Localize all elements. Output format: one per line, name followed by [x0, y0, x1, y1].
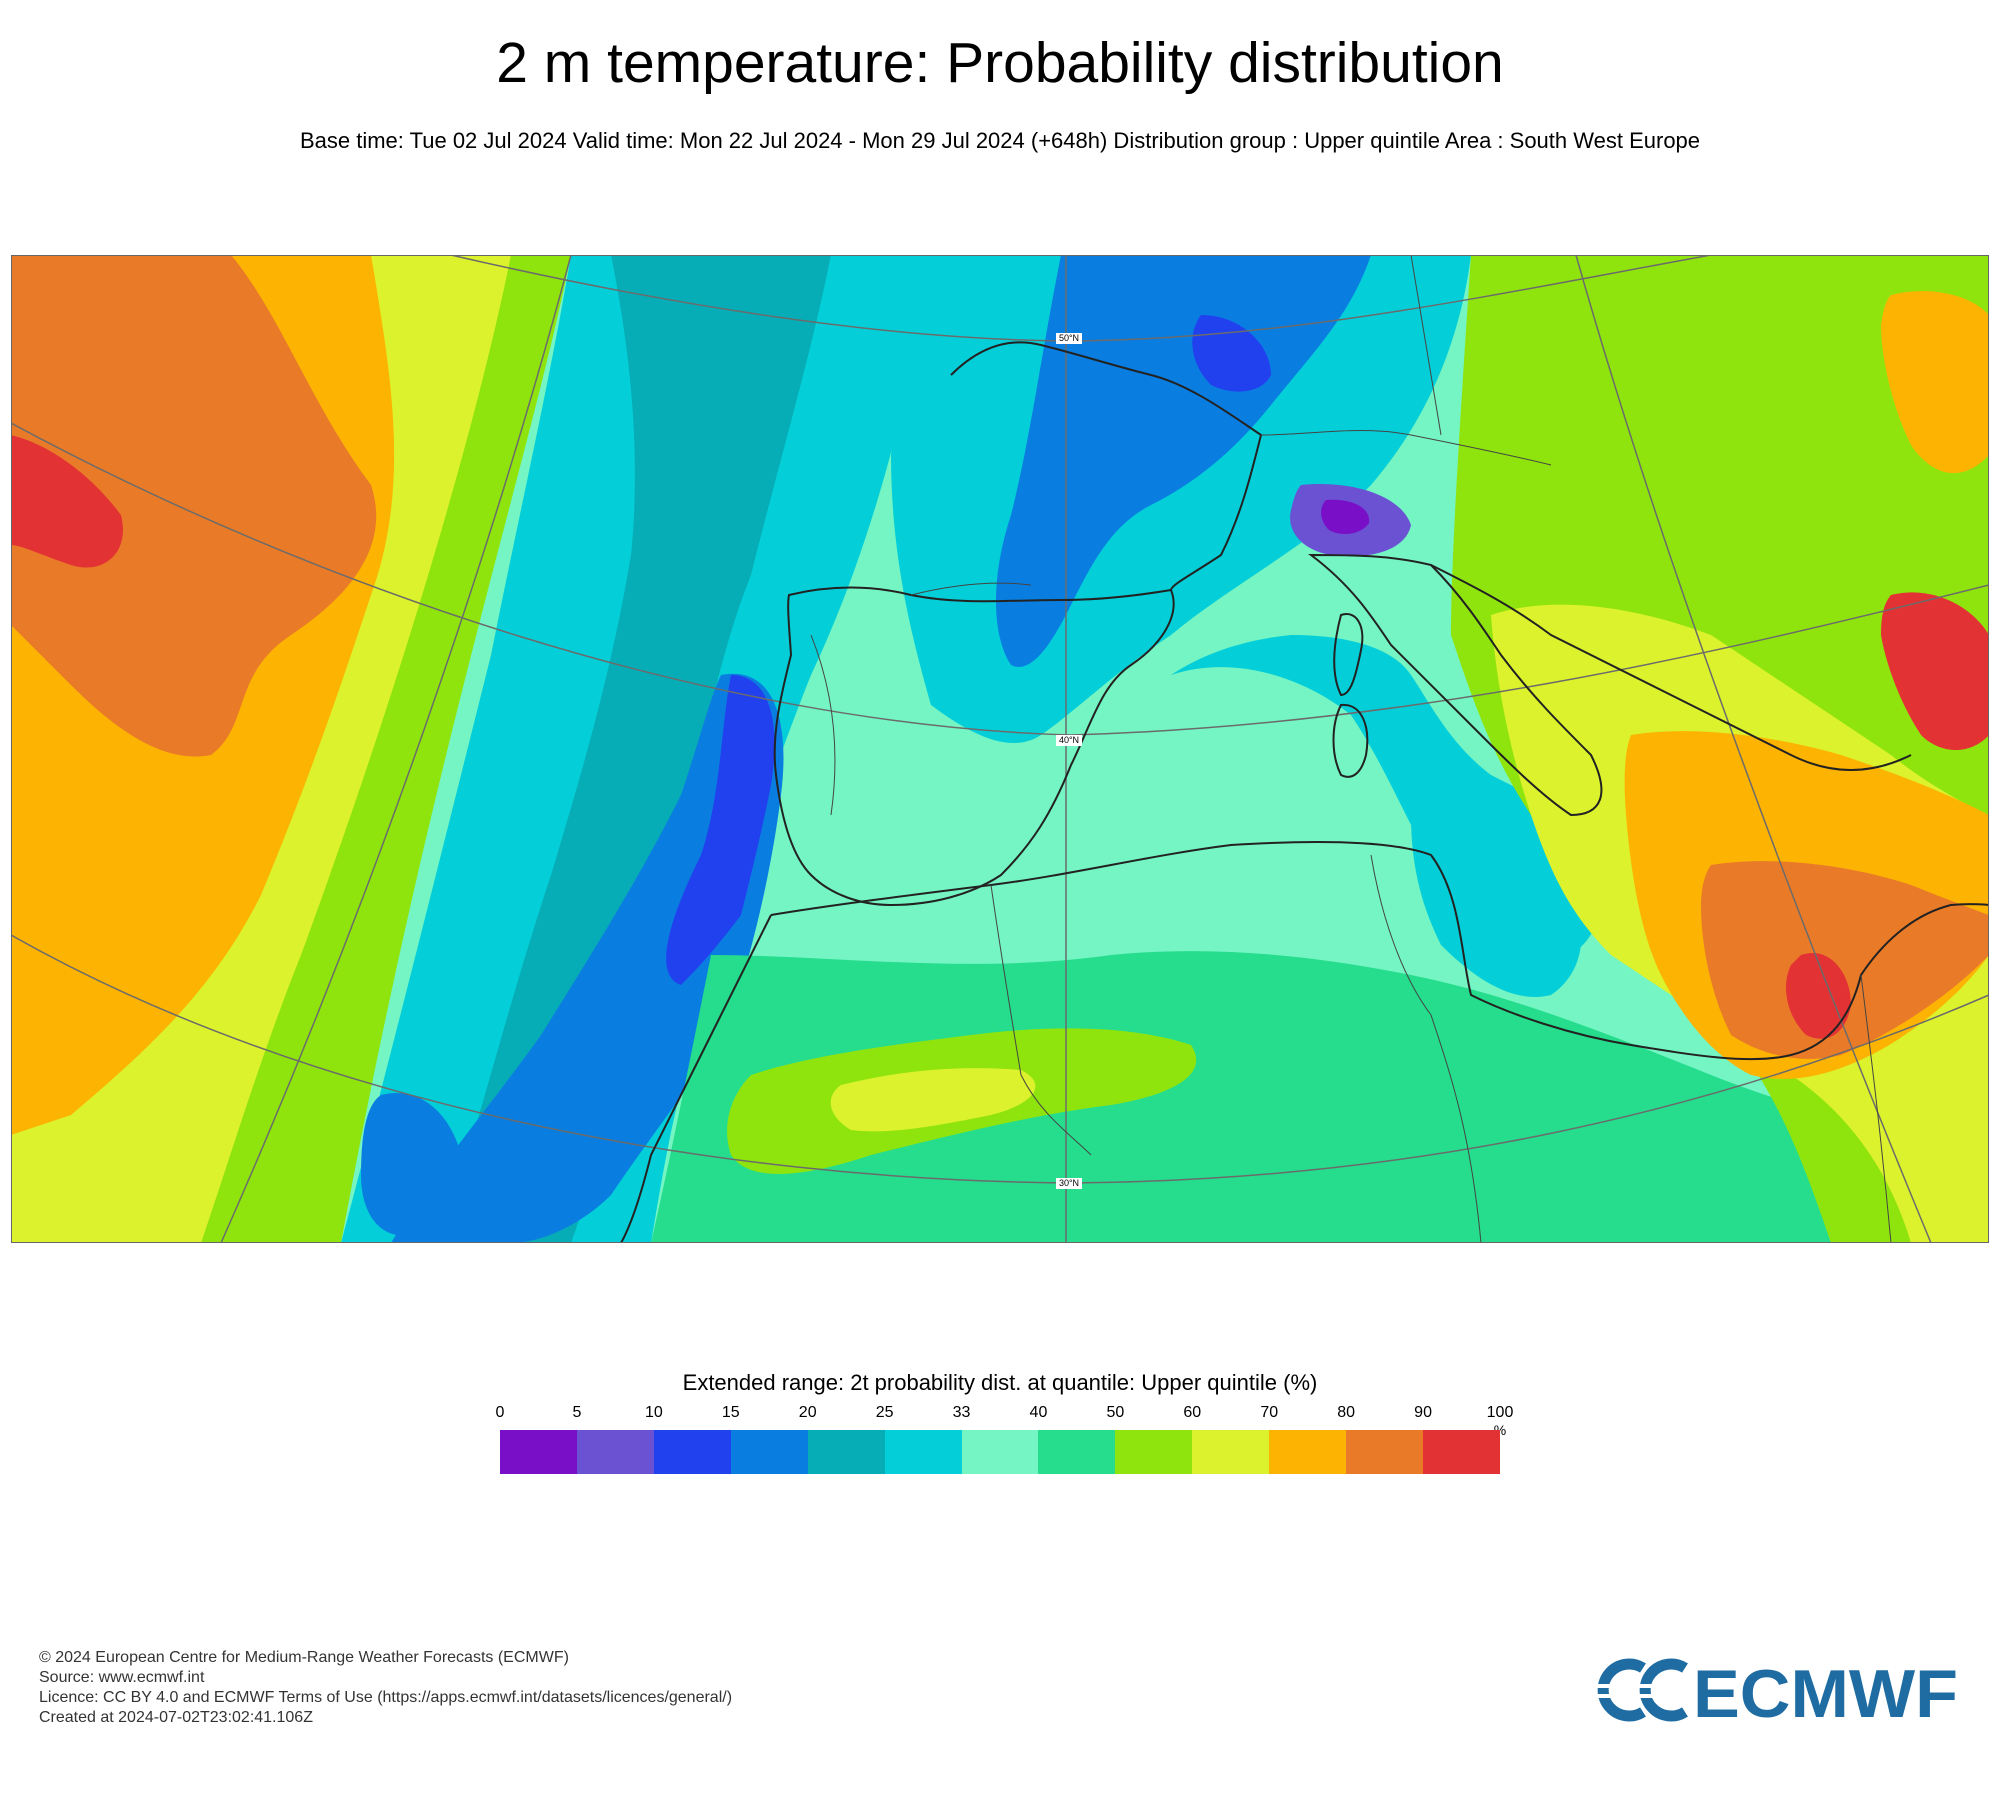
footer-source: Source: www.ecmwf.int — [39, 1669, 205, 1686]
field-west-dark-orange — [11, 255, 377, 757]
coast-italy — [1308, 553, 1603, 817]
legend-tick-60: 60 — [1183, 1404, 1202, 1421]
parallel-30n — [11, 934, 1989, 1184]
legend-tick-20: 20 — [798, 1404, 817, 1421]
ecmwf-logo: ECMWF — [1595, 1656, 1958, 1730]
meridian-west — [220, 255, 572, 1243]
legend-swatch-4 — [807, 1430, 885, 1474]
border-algeria-tunisia — [1370, 854, 1482, 1243]
coast-morocco-atlantic — [620, 914, 772, 1243]
field-africa-green — [651, 951, 1989, 1243]
ecmwf-logo-mark — [1595, 1658, 1689, 1722]
legend-swatch-3 — [730, 1430, 808, 1474]
legend-tick-33: 33 — [952, 1404, 971, 1421]
legend-tick-10: 10 — [644, 1404, 663, 1421]
legend-tick-70: 70 — [1260, 1404, 1279, 1421]
border-central-europe — [1410, 255, 1442, 436]
legend-tick-40: 40 — [1029, 1404, 1048, 1421]
field-atlantic-teal — [441, 255, 831, 1243]
meridian-east — [1575, 255, 1932, 1243]
coast-iberia — [773, 586, 1175, 907]
legend-swatch-10 — [1269, 1430, 1347, 1474]
chart-subtitle: Base time: Tue 02 Jul 2024 Valid time: M… — [299, 128, 1701, 153]
legend-tick-labels: 0 5 10 15 20 25 33 40 50 60 70 80 90 100 — [496, 1404, 1514, 1424]
coast-north-africa — [770, 841, 1989, 1061]
legend-swatch-5 — [884, 1430, 962, 1474]
field-east-dark-orange — [1701, 861, 1989, 1059]
border-algeria-morocco — [990, 884, 1092, 1156]
legend-tick-0: 0 — [495, 1404, 505, 1421]
legend-swatch-2 — [653, 1430, 731, 1474]
legend-tick-50: 50 — [1106, 1404, 1125, 1421]
field-atlas-yellow — [830, 1068, 1036, 1132]
border-libya-egypt — [1860, 974, 1892, 1243]
coast-balkans — [1430, 564, 1912, 771]
border-alps — [1260, 430, 1552, 466]
border-portugal — [810, 634, 836, 816]
lat-labels: 50°N 40°N 30°N — [1056, 333, 1082, 1189]
field-east-red-libya — [1786, 953, 1851, 1039]
field-canary-blue — [361, 1093, 462, 1236]
legend-colorbar — [500, 1430, 1500, 1474]
legend-swatch-7 — [1038, 1430, 1116, 1474]
legend-tick-15: 15 — [721, 1404, 740, 1421]
map-frame — [11, 255, 1989, 1243]
legend-swatch-1 — [576, 1430, 654, 1474]
legend-title: Extended range: 2t probability dist. at … — [682, 1370, 1318, 1395]
footer-created: Created at 2024-07-02T23:02:41.106Z — [39, 1709, 313, 1726]
footer-copyright: © 2024 European Centre for Medium-Range … — [39, 1649, 569, 1666]
legend-tick-80: 80 — [1337, 1404, 1356, 1421]
legend-tick-100: 100 — [1486, 1404, 1514, 1421]
legend-swatch-0 — [500, 1430, 577, 1474]
coast-france — [950, 341, 1263, 591]
legend-tick-25: 25 — [875, 1404, 894, 1421]
legend-tick-5: 5 — [572, 1404, 582, 1421]
legend-swatch-11 — [1346, 1430, 1424, 1474]
field-east-red-greece — [1881, 592, 1989, 750]
lat-label-50n: 50°N — [1059, 333, 1079, 343]
footer: © 2024 European Centre for Medium-Range … — [39, 1648, 732, 1728]
lat-label-30n: 30°N — [1059, 1178, 1079, 1188]
coast-sardinia — [1332, 703, 1369, 778]
field-atlantic-blue — [391, 673, 784, 1243]
legend-swatch-12 — [1423, 1430, 1500, 1474]
border-france-spain — [910, 582, 1032, 596]
parallel-40n — [11, 422, 1989, 736]
coast-corsica — [1333, 613, 1364, 697]
lat-label-40n: 40°N — [1059, 735, 1079, 745]
field-alps-purple — [1321, 499, 1370, 535]
legend-swatch-8 — [1115, 1430, 1193, 1474]
legend-swatch-9 — [1192, 1430, 1270, 1474]
coastlines — [620, 341, 1989, 1243]
borders — [810, 255, 1892, 1243]
legend-swatch-6 — [961, 1430, 1039, 1474]
ecmwf-logo-text: ECMWF — [1693, 1656, 1958, 1730]
field-west-red — [11, 435, 123, 568]
field-atlantic-dark-blue — [666, 675, 775, 985]
field-northeast-orange — [1881, 291, 1989, 474]
chart-title: 2 m temperature: Probability distributio… — [496, 31, 1504, 95]
legend-tick-90: 90 — [1414, 1404, 1432, 1421]
field-med-south — [1411, 815, 1582, 997]
probability-map: 50°N 40°N 30°N — [11, 255, 1989, 1243]
footer-licence: Licence: CC BY 4.0 and ECMWF Terms of Us… — [39, 1689, 733, 1706]
